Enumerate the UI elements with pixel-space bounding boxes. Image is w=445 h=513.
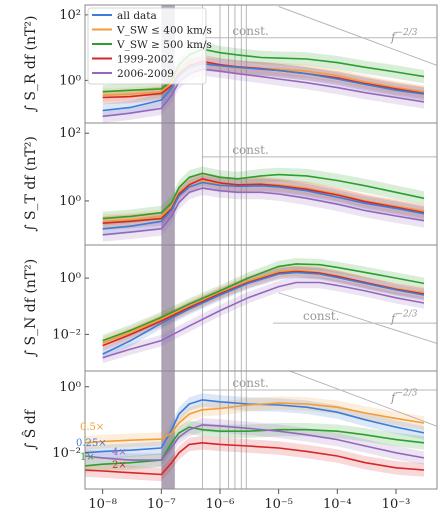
y-axis-label: ∫ S_T df (nT²) (23, 136, 39, 232)
factor-label-all: 0.25× (76, 438, 107, 449)
series-line-fast (102, 263, 425, 342)
power-law-line (278, 292, 437, 344)
series-line-p2 (102, 68, 425, 118)
series-line-fast (102, 172, 425, 220)
series-line-p2 (85, 424, 425, 461)
band-slow (102, 173, 424, 229)
panel-frame (84, 370, 438, 490)
power-law-line (288, 371, 437, 427)
y-axis-label: ∫ Ŝ df (21, 408, 39, 450)
const-label: const. (232, 143, 268, 157)
band-all (85, 393, 424, 460)
panel-4-plot-area (85, 371, 437, 489)
legend-label-all: all data (117, 10, 157, 22)
series-line-all (102, 63, 425, 112)
legend-box (87, 7, 207, 85)
legend-label-p2: 2006-2009 (117, 68, 174, 80)
band-slow (102, 264, 424, 349)
band-p2 (85, 418, 424, 467)
const-label: const. (232, 24, 268, 38)
legend-label-p1: 1999-2002 (117, 54, 174, 66)
const-label: const. (232, 376, 268, 390)
power-law-label: f−2/3 (390, 389, 418, 405)
power-law-label: f−2/3 (390, 28, 418, 44)
series-line-all (102, 181, 425, 230)
legend: all data V_SW ≤ 400 km/s V_SW ≥ 500 km/s 19… (87, 7, 212, 85)
band-p2 (102, 181, 424, 242)
factor-label-p1: 2× (112, 460, 127, 471)
panels: const. f−2/3 10⁰ 10² ∫ S_R df (nT²) const. 10⁰… (21, 4, 438, 490)
band-slow (85, 396, 424, 450)
y-tick-label: 10⁰ (59, 380, 81, 395)
series-line-p1 (102, 178, 425, 224)
x-tick-label: 10⁻³ (382, 497, 411, 512)
series-line-p1 (102, 270, 425, 347)
shaded-band (161, 371, 175, 489)
const-label: const. (303, 309, 339, 323)
factor-label-slow: 0.5× (80, 422, 104, 433)
legend-label-slow: V_SW ≤ 400 km/s (116, 25, 212, 37)
series-line-p2 (102, 187, 425, 236)
y-tick-label: 10² (59, 8, 81, 23)
panel-4: const. f−2/3 10⁻² 10⁰ ∫ Ŝ df 0.5× 0.25× 1× 4× 2× (21, 370, 438, 490)
y-tick-label: 10⁰ (59, 73, 81, 88)
y-tick-label: 10⁻² (52, 327, 81, 342)
band-p1 (102, 265, 424, 352)
y-axis-label: ∫ S_R df (nT²) (23, 16, 39, 113)
factor-label-fast: 1× (80, 452, 95, 463)
y-tick-label: 10⁻² (52, 446, 81, 461)
factor-label-p2: 4× (112, 447, 127, 458)
series-line-all (85, 399, 425, 454)
legend-label-fast: V_SW ≥ 500 km/s (116, 39, 212, 51)
y-tick-label: 10² (59, 126, 81, 141)
series-line-fast (85, 426, 425, 467)
power-law-line (278, 6, 437, 66)
band-fast (85, 420, 424, 473)
panel-2-plot-area (102, 123, 437, 245)
band-p1 (102, 171, 424, 231)
x-tick-label: 10⁻⁷ (147, 497, 176, 512)
panel-2: const. 10⁰ 10² ∫ S_T df (nT²) (23, 122, 438, 246)
panel-1: const. f−2/3 10⁰ 10² ∫ S_R df (nT²) (23, 4, 438, 124)
series-line-fast (102, 48, 425, 93)
x-tick-label: 10⁻⁶ (206, 497, 235, 512)
series-line-all (102, 271, 425, 355)
band-p1 (85, 436, 424, 482)
x-tick-label: 10⁻⁵ (264, 497, 293, 512)
band-p2 (102, 276, 424, 364)
series-line-p2 (102, 281, 425, 359)
series-line-slow (85, 402, 425, 444)
y-axis-label: ∫ S_N df (nT²) (23, 259, 39, 358)
x-tick-label: 10⁻⁸ (88, 497, 117, 512)
series-line-p1 (85, 442, 425, 476)
x-tick-label: 10⁻⁴ (323, 497, 352, 512)
y-tick-label: 10⁰ (59, 271, 81, 286)
x-axis: 10⁻⁸ 10⁻⁷ 10⁻⁶ 10⁻⁵ 10⁻⁴ 10⁻³ (88, 489, 410, 512)
y-tick-label: 10⁰ (59, 194, 81, 209)
panel-3-plot-area (102, 245, 437, 371)
